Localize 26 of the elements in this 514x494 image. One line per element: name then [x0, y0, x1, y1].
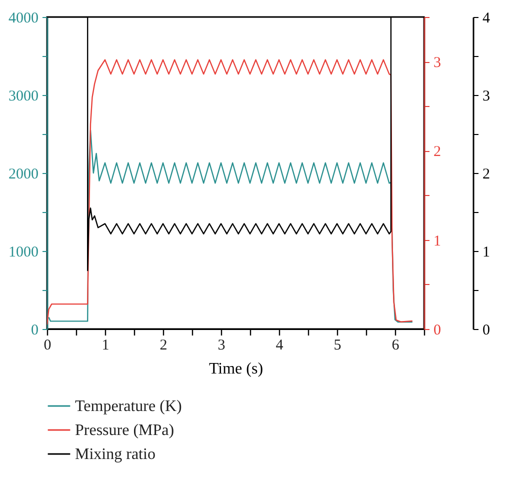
y3-tick-label: 3: [482, 88, 490, 104]
x-tick-label: 6: [392, 338, 400, 354]
x-tick-label: 4: [276, 338, 284, 354]
x-axis-title: Time (s): [208, 360, 264, 378]
y-tick-label: 2000: [8, 166, 38, 182]
y3-tick-label: 2: [482, 166, 490, 182]
x-tick-label: 5: [334, 338, 342, 354]
y3-tick-label: 1: [482, 244, 490, 260]
y-tick-label: 4000: [8, 10, 38, 26]
x-tick-label: 1: [102, 338, 110, 354]
y-tick-label: 3000: [8, 88, 38, 104]
legend-label: Mixing ratio: [75, 446, 156, 463]
legend-label: Temperature (K): [75, 398, 182, 415]
line-series: [47, 59, 413, 326]
y-tick-label: 1000: [8, 244, 38, 260]
y3-tick-label: 4: [482, 10, 490, 26]
x-tick-label: 3: [218, 338, 226, 354]
x-tick-label: 2: [160, 338, 168, 354]
legend-label: Pressure (MPa): [75, 422, 174, 439]
y2-tick-label: 3: [434, 55, 441, 72]
y2-tick-label: 2: [434, 144, 441, 160]
x-tick-label: 0: [44, 338, 52, 354]
y2-tick-label: 0: [434, 322, 441, 338]
y-tick-label: 0: [31, 322, 38, 338]
y2-tick-label: 1: [434, 233, 441, 250]
y3-tick-label: 0: [482, 322, 490, 338]
